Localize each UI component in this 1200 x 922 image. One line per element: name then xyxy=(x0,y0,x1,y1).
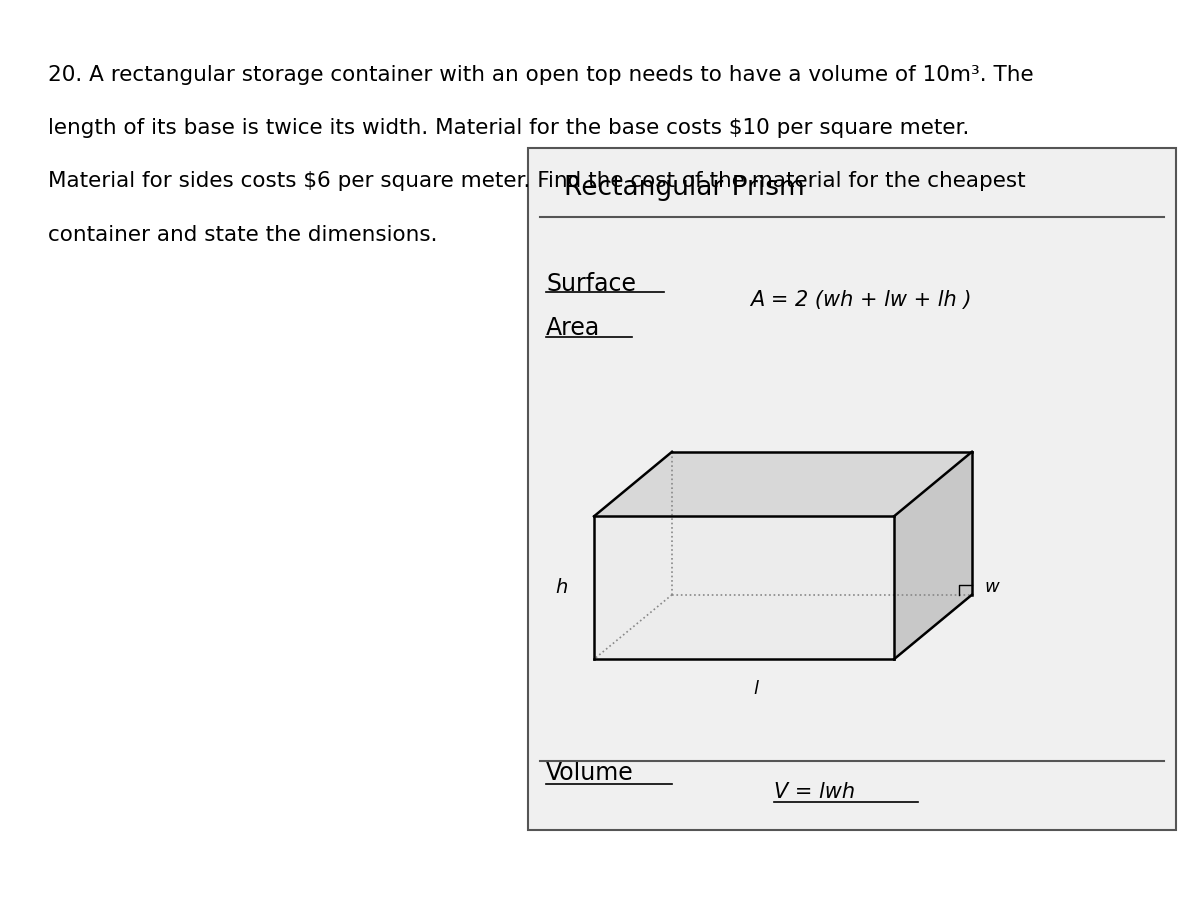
Text: length of its base is twice its width. Material for the base costs $10 per squar: length of its base is twice its width. M… xyxy=(48,118,970,138)
Text: Material for sides costs $6 per square meter. Find the cost of the material for : Material for sides costs $6 per square m… xyxy=(48,171,1026,192)
Text: Volume: Volume xyxy=(546,761,634,785)
Text: A = 2 (wh + lw + lh ): A = 2 (wh + lw + lh ) xyxy=(750,290,972,311)
Text: Area: Area xyxy=(546,316,600,340)
Text: Surface: Surface xyxy=(546,272,636,296)
Polygon shape xyxy=(594,516,894,659)
Text: container and state the dimensions.: container and state the dimensions. xyxy=(48,225,438,245)
Text: w: w xyxy=(984,578,998,597)
FancyBboxPatch shape xyxy=(528,148,1176,830)
Text: V = lwh: V = lwh xyxy=(774,782,856,802)
Polygon shape xyxy=(594,452,972,516)
Polygon shape xyxy=(894,452,972,659)
Text: h: h xyxy=(556,578,568,597)
Text: 20. A rectangular storage container with an open top needs to have a volume of 1: 20. A rectangular storage container with… xyxy=(48,65,1033,85)
Text: l: l xyxy=(754,680,758,698)
Text: Rectangular Prism: Rectangular Prism xyxy=(564,175,805,201)
